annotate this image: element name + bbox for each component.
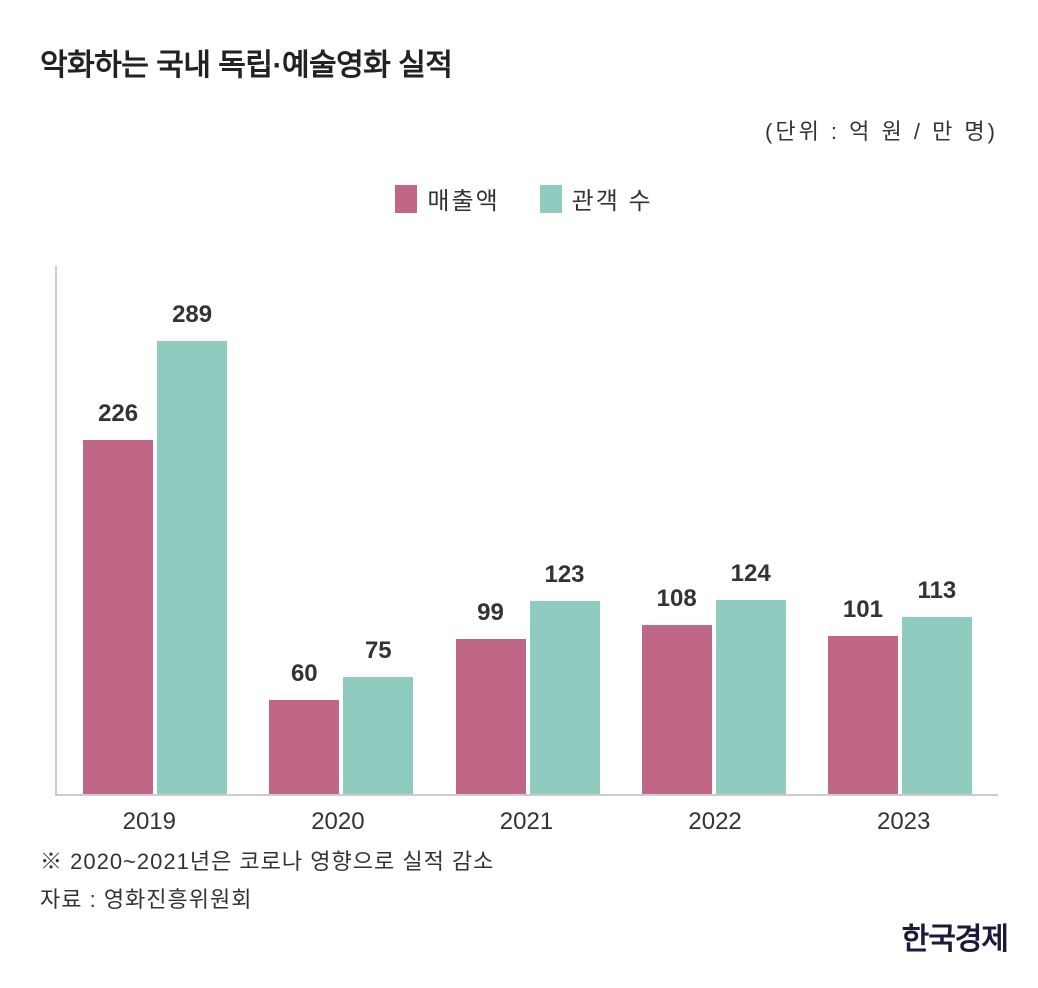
chart-title: 악화하는 국내 독립·예술영화 실적: [40, 40, 1008, 84]
legend-item-series2: 관객 수: [540, 181, 653, 216]
legend-swatch-series1: [395, 185, 417, 213]
legend-label-series2: 관객 수: [572, 181, 653, 216]
legend: 매출액 관객 수: [40, 181, 1008, 216]
bar-value-label: 101: [843, 596, 883, 624]
year-group: 108 124: [621, 266, 807, 794]
year-group: 60 75: [248, 266, 434, 794]
chart-plot-area: 226 289 60 75 99 123 108 124 101 113: [55, 266, 998, 796]
bar-series1: [456, 639, 526, 794]
bar-wrap: 123: [530, 266, 600, 794]
x-axis-label: 2022: [621, 808, 810, 836]
bar-value-label: 289: [172, 301, 212, 329]
bar-value-label: 60: [291, 660, 318, 688]
bar-wrap: 113: [902, 266, 972, 794]
bar-series2: [157, 341, 227, 794]
year-group: 226 289: [62, 266, 248, 794]
bar-wrap: 60: [269, 266, 339, 794]
bar-value-label: 99: [477, 599, 504, 627]
x-axis: 20192020202120222023: [55, 796, 998, 836]
bar-wrap: 108: [642, 266, 712, 794]
bar-value-label: 108: [657, 585, 697, 613]
footnote: ※ 2020~2021년은 코로나 영향으로 실적 감소: [40, 844, 1008, 876]
bar-value-label: 75: [365, 637, 392, 665]
bar-wrap: 101: [828, 266, 898, 794]
bar-wrap: 99: [456, 266, 526, 794]
bar-value-label: 123: [544, 561, 584, 589]
year-group: 101 113: [807, 266, 993, 794]
legend-swatch-series2: [540, 185, 562, 213]
bar-wrap: 124: [716, 266, 786, 794]
x-axis-label: 2023: [809, 808, 998, 836]
bar-value-label: 113: [918, 577, 957, 605]
bar-series2: [343, 677, 413, 795]
source-label: 자료 : 영화진흥위원회: [40, 882, 1008, 914]
bar-series2: [716, 600, 786, 794]
unit-label: (단위 : 억 원 / 만 명): [40, 114, 1008, 146]
bar-wrap: 75: [343, 266, 413, 794]
bar-series1: [642, 625, 712, 794]
bar-series1: [828, 636, 898, 794]
bar-series2: [902, 617, 972, 794]
bar-series1: [269, 700, 339, 794]
x-axis-label: 2019: [55, 808, 244, 836]
bar-value-label: 124: [731, 560, 771, 588]
bar-wrap: 226: [83, 266, 153, 794]
bar-series2: [530, 601, 600, 794]
x-axis-label: 2020: [244, 808, 433, 836]
x-axis-label: 2021: [432, 808, 621, 836]
legend-label-series1: 매출액: [427, 181, 499, 216]
bar-wrap: 289: [157, 266, 227, 794]
brand-logo: 한국경제: [902, 914, 1008, 958]
bar-series1: [83, 440, 153, 794]
legend-item-series1: 매출액: [395, 181, 499, 216]
year-group: 99 123: [434, 266, 620, 794]
bar-value-label: 226: [98, 400, 138, 428]
